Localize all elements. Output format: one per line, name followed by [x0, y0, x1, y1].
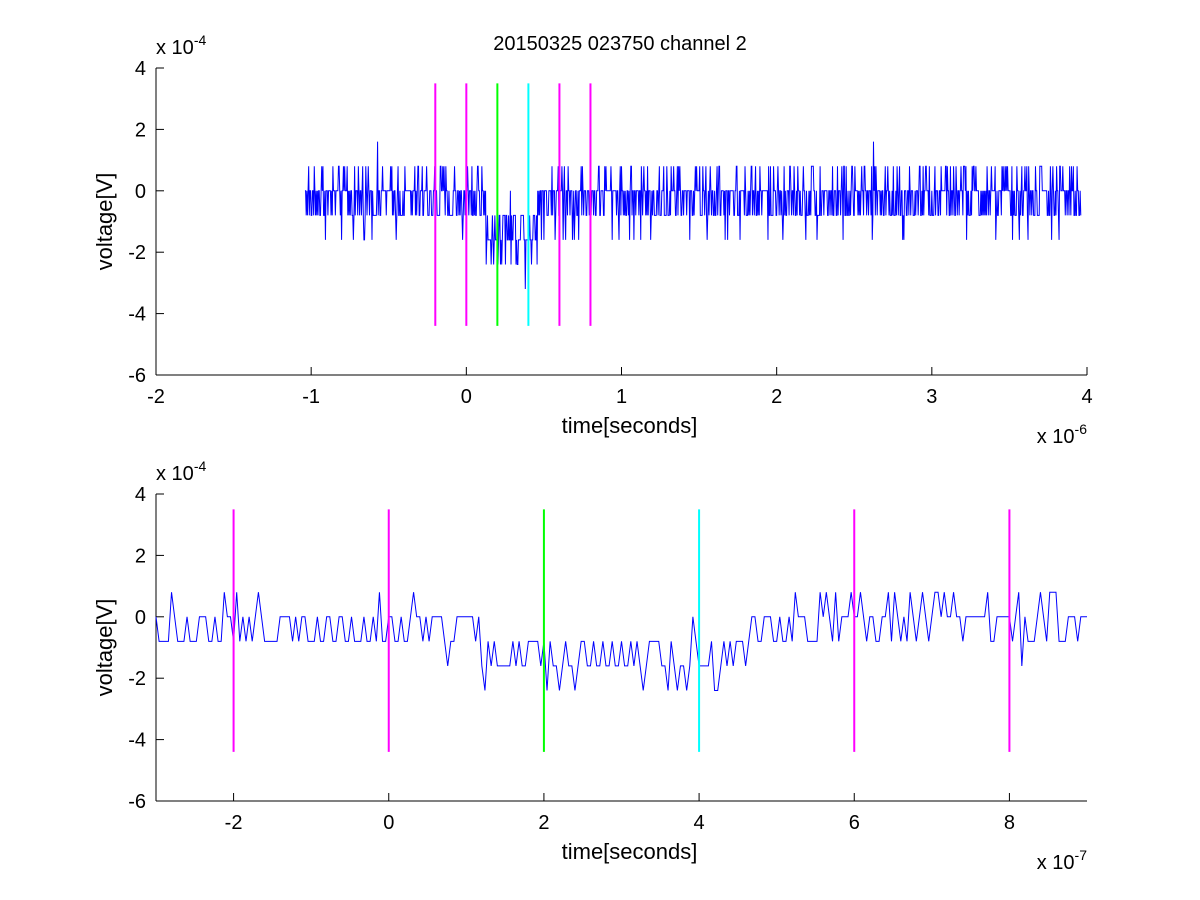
x-axis-label: time[seconds]: [562, 839, 698, 864]
x-tick-label: -2: [147, 386, 165, 408]
signal-trace: [304, 141, 1082, 290]
y-tick-label: 2: [135, 545, 146, 567]
x-tick-label: 2: [538, 812, 549, 834]
x-tick-label: -2: [225, 812, 243, 834]
y-tick-label: 0: [135, 607, 146, 629]
x-axis-label: time[seconds]: [562, 413, 698, 438]
bottom-plot: -2 0 2 4 6 8 -6 -4 -2 0 2 4 time[seconds] voltage[V] x…: [92, 458, 1087, 874]
y-scale-label: x 10-4: [156, 458, 206, 485]
x-tick-label: 3: [926, 386, 937, 408]
x-tick-label: 6: [849, 812, 860, 834]
y-tick-label: 0: [135, 181, 146, 203]
x-tick-label: 8: [1004, 812, 1015, 834]
x-tick-label: 2: [771, 386, 782, 408]
y-tick-label: -6: [128, 791, 146, 813]
y-tick-label: -2: [128, 242, 146, 264]
y-tick-label: -6: [128, 365, 146, 387]
x-scale-label: x 10-6: [1037, 421, 1087, 448]
y-tick-label: 4: [135, 484, 146, 506]
x-tick-label: 0: [461, 386, 472, 408]
y-axis-label: voltage[V]: [92, 173, 117, 271]
signal-trace: [155, 591, 1087, 691]
y-tick-label: 4: [135, 58, 146, 80]
y-tick-label: -4: [128, 304, 146, 326]
y-axis-label: voltage[V]: [92, 599, 117, 697]
y-scale-label: x 10-4: [156, 32, 206, 59]
y-tick-label: -2: [128, 668, 146, 690]
chart-title: 20150325 023750 channel 2: [493, 33, 747, 55]
x-tick-label: 4: [694, 812, 705, 834]
y-tick-label: -4: [128, 730, 146, 752]
top-plot: -2 -1 0 1 2 3 4 -6 -4 -2 0 2 4 time[seconds] voltage[V…: [92, 32, 1093, 448]
x-tick-label: 4: [1081, 386, 1092, 408]
x-scale-label: x 10-7: [1037, 847, 1087, 874]
x-tick-label: 0: [383, 812, 394, 834]
y-tick-label: 2: [135, 119, 146, 141]
x-tick-label: 1: [616, 386, 627, 408]
x-tick-label: -1: [302, 386, 320, 408]
